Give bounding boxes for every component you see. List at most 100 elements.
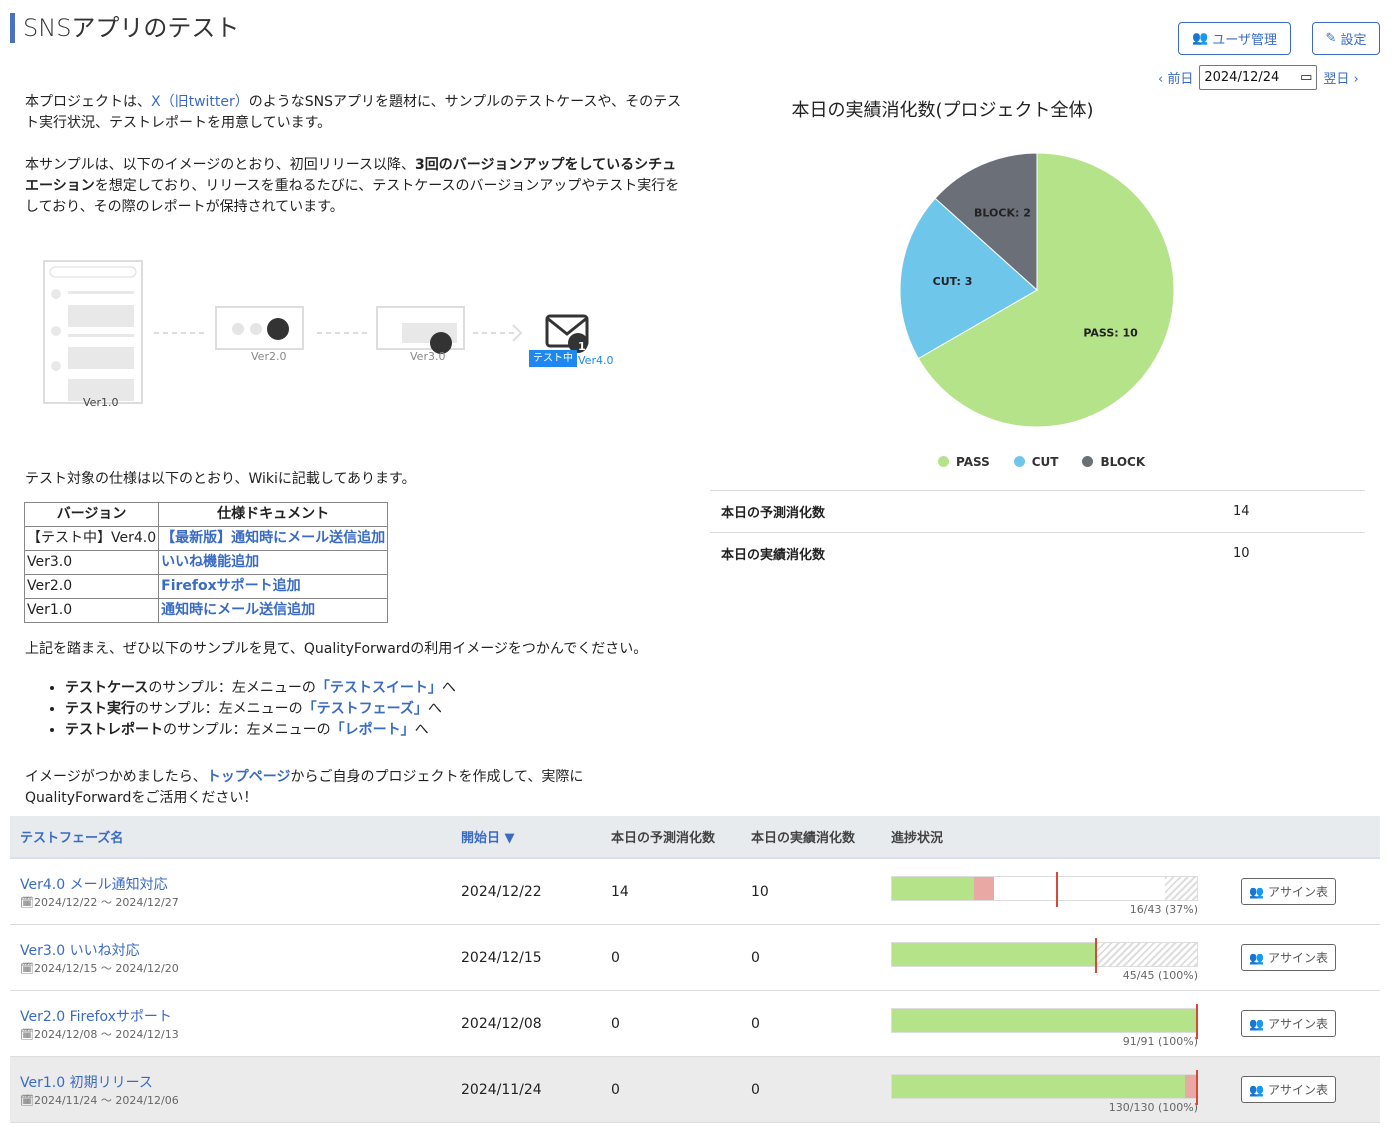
date-navigation: ‹ 前日 2024/12/24 ▭ 翌日 › bbox=[1158, 65, 1359, 90]
pie-slice-cut[interactable] bbox=[899, 197, 1038, 360]
table-row: Ver2.0 Firefoxサポート 🗓2024/12/08 ～ 2024/12/… bbox=[10, 991, 1380, 1057]
list-item: テストレポートのサンプル：左メニューの「レポート」へ bbox=[65, 720, 685, 741]
text: のようなSNSアプリを題材に、サンプルのテストケースや、そのテスト実行状況、テス… bbox=[25, 94, 682, 131]
assign-table-button[interactable]: 👥 アサイン表 bbox=[1241, 944, 1336, 971]
users-icon: 👥 bbox=[1249, 1082, 1264, 1097]
users-icon: 👥 bbox=[1192, 31, 1209, 46]
prev-day-link[interactable]: ‹ 前日 bbox=[1158, 72, 1194, 87]
sample-list: テストケースのサンプル：左メニューの「テストスイート」へ テスト実行のサンプル：… bbox=[65, 678, 685, 741]
page-title: SNSアプリのテスト bbox=[10, 13, 239, 43]
assign-cell: 👥 アサイン表 bbox=[1241, 1076, 1380, 1103]
actual-count: 0 bbox=[751, 1081, 760, 1098]
legend-cut[interactable]: CUT bbox=[1013, 455, 1059, 469]
spec-doc-link[interactable]: いいね機能追加 bbox=[158, 550, 389, 575]
phase-link[interactable]: Ver2.0 Firefoxサポート bbox=[20, 1008, 172, 1025]
version-diagram: 1 Ver1.0 Ver2.0 Ver3.0 テスト中 Ver4.0 bbox=[25, 239, 685, 449]
phase-range-text: 2024/11/24 ～ 2024/12/06 bbox=[33, 1093, 179, 1107]
legend-dot bbox=[1082, 456, 1094, 467]
spec-doc-link[interactable]: Firefoxサポート追加 bbox=[158, 574, 389, 599]
ver4-label: Ver4.0 bbox=[578, 354, 614, 367]
progress-target-marker bbox=[1196, 1003, 1198, 1039]
settings-button[interactable]: ✎ 設定 bbox=[1312, 22, 1380, 55]
table-row: Ver3.0 いいね対応 🗓2024/12/15 ～ 2024/12/20 202… bbox=[10, 925, 1380, 991]
test-phase-link[interactable]: 「テストフェーズ」 bbox=[302, 701, 428, 717]
assign-label: アサイン表 bbox=[1267, 1017, 1328, 1031]
actual-count: 0 bbox=[751, 1015, 760, 1032]
pie-label-cut: CUT: 3 bbox=[933, 275, 973, 288]
spec-doc-link[interactable]: 【最新版】通知時にメール送信追加 bbox=[158, 526, 389, 551]
daily-stats: 本日の予測消化数 14 本日の実績消化数 10 bbox=[710, 490, 1365, 574]
progress-text: 45/45 (100%) bbox=[1122, 968, 1198, 982]
calendar-icon[interactable]: ▭ bbox=[1300, 70, 1313, 85]
assign-table-button[interactable]: 👥 アサイン表 bbox=[1241, 1076, 1336, 1103]
intro-section: 本プロジェクトは、X（旧twitter）のようなSNSアプリを題材に、サンプルの… bbox=[23, 92, 685, 809]
progress-fail bbox=[1184, 1074, 1197, 1098]
header-actual: 本日の実績消化数 bbox=[751, 831, 856, 846]
text: からご自身のプロジェクトを作成して、実際にQualityForwardをご活用く… bbox=[25, 769, 584, 806]
legend-block[interactable]: BLOCK bbox=[1082, 455, 1145, 469]
text: のサンプル：左メニューの bbox=[163, 722, 331, 738]
next-day-link[interactable]: 翌日 › bbox=[1323, 72, 1359, 87]
report-link[interactable]: 「レポート」 bbox=[330, 722, 415, 738]
sample-intro: 上記を踏まえ、ぜひ以下のサンプルを見て、QualityForwardの利用イメー… bbox=[25, 641, 648, 657]
stat-value: 10 bbox=[1233, 546, 1250, 561]
progress-remaining bbox=[1096, 942, 1197, 966]
bold-text: 3回のバージョンアップをしているシチュエーション bbox=[25, 157, 677, 194]
stat-row-actual: 本日の実績消化数 10 bbox=[710, 532, 1365, 574]
phase-link[interactable]: Ver3.0 いいね対応 bbox=[20, 942, 140, 959]
assign-label: アサイン表 bbox=[1267, 951, 1328, 965]
intro-paragraph-1: 本プロジェクトは、X（旧twitter）のようなSNSアプリを題材に、サンプルの… bbox=[25, 92, 685, 134]
assign-label: アサイン表 bbox=[1267, 1083, 1328, 1097]
progress-cell: 130/130 (100%) bbox=[891, 1066, 1241, 1114]
progress-target-marker bbox=[1095, 937, 1098, 973]
list-item: テストケースのサンプル：左メニューの「テストスイート」へ bbox=[65, 678, 685, 699]
spec-doc-link[interactable]: 通知時にメール送信追加 bbox=[158, 598, 389, 623]
progress-target-marker bbox=[1196, 1069, 1198, 1105]
chart-panel: 本日の実績消化数(プロジェクト全体) bbox=[710, 92, 1365, 122]
phase-range: 🗓2024/12/08 ～ 2024/12/13 bbox=[20, 1026, 461, 1042]
spec-version: Ver1.0 bbox=[23, 598, 160, 623]
predicted-count: 0 bbox=[611, 1081, 620, 1098]
stat-label: 本日の予測消化数 bbox=[721, 506, 826, 521]
test-suite-link[interactable]: 「テストスイート」 bbox=[315, 680, 442, 696]
phase-name-cell: Ver2.0 Firefoxサポート 🗓2024/12/08 ～ 2024/12/… bbox=[10, 1006, 461, 1042]
pie-slice-pass[interactable] bbox=[917, 152, 1175, 428]
date-input[interactable]: 2024/12/24 ▭ bbox=[1199, 65, 1318, 90]
progress-text: 16/43 (37%) bbox=[1129, 902, 1198, 916]
calendar-icon: 🗓 bbox=[20, 895, 34, 909]
start-date: 2024/12/08 bbox=[461, 1015, 542, 1032]
pie-slice-block[interactable] bbox=[934, 152, 1038, 292]
progress-bar bbox=[891, 937, 1198, 973]
intro-paragraph-2: 本サンプルは、以下のイメージのとおり、初回リリース以降、3回のバージョンアップを… bbox=[25, 155, 685, 218]
spec-version: 【テスト中】Ver4.0 bbox=[23, 526, 160, 551]
predicted-count: 14 bbox=[611, 883, 629, 900]
calendar-icon: 🗓 bbox=[20, 1093, 34, 1107]
spec-version: Ver3.0 bbox=[23, 550, 160, 575]
legend-label: CUT bbox=[1031, 455, 1059, 469]
phase-name-cell: Ver4.0 メール通知対応 🗓2024/12/22 ～ 2024/12/27 bbox=[10, 874, 461, 910]
top-page-link[interactable]: トップページ bbox=[206, 769, 291, 785]
header-phase-name[interactable]: テストフェーズ名 bbox=[20, 831, 124, 846]
assign-cell: 👥 アサイン表 bbox=[1241, 878, 1380, 905]
progress-pass bbox=[892, 876, 975, 900]
phase-range: 🗓2024/12/15 ～ 2024/12/20 bbox=[20, 960, 461, 976]
phase-range-text: 2024/12/15 ～ 2024/12/20 bbox=[33, 961, 179, 975]
bold-text: テストケース bbox=[65, 680, 149, 696]
testing-badge: テスト中 bbox=[529, 350, 577, 367]
assign-table-button[interactable]: 👥 アサイン表 bbox=[1241, 878, 1336, 905]
phase-link[interactable]: Ver4.0 メール通知対応 bbox=[20, 876, 168, 893]
header-start-date[interactable]: 開始日 ▼ bbox=[461, 831, 515, 846]
user-management-button[interactable]: 👥 ユーザ管理 bbox=[1178, 22, 1291, 55]
x-twitter-link[interactable]: X（旧twitter） bbox=[151, 94, 249, 110]
phase-link[interactable]: Ver1.0 初期リリース bbox=[20, 1074, 153, 1091]
table-header: テストフェーズ名 開始日 ▼ 本日の予測消化数 本日の実績消化数 進捗状況 bbox=[10, 816, 1380, 859]
progress-pass bbox=[892, 942, 1097, 966]
text: イメージがつかめましたら、 bbox=[25, 769, 207, 785]
assign-table-button[interactable]: 👥 アサイン表 bbox=[1241, 1010, 1336, 1037]
text: へ bbox=[441, 680, 456, 696]
legend-pass[interactable]: PASS bbox=[938, 455, 990, 469]
closing-paragraph: イメージがつかめましたら、トップページからご自身のプロジェクトを作成して、実際に… bbox=[25, 767, 685, 809]
bold-text: テスト実行 bbox=[65, 701, 135, 717]
assign-cell: 👥 アサイン表 bbox=[1241, 944, 1380, 971]
users-icon: 👥 bbox=[1249, 884, 1264, 899]
